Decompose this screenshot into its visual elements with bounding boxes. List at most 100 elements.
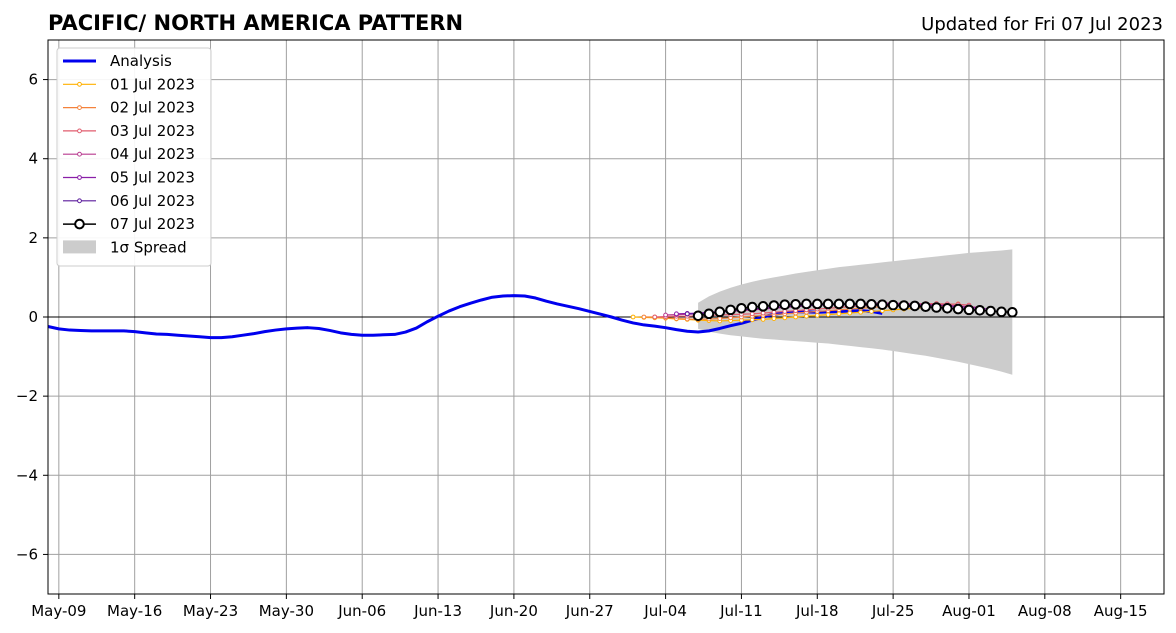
forecast-point xyxy=(952,303,964,315)
legend-item-06-jul-2023: 06 Jul 2023 xyxy=(63,192,195,210)
forecast-point xyxy=(782,315,788,321)
x-axis-ticks: May-09 May-16 May-23 May-30 Jun-06 Jun-13 Jun-… xyxy=(31,594,1148,620)
forecast-point xyxy=(811,298,823,310)
forecast-point xyxy=(985,305,996,317)
forecast-point xyxy=(858,309,864,315)
forecast-point xyxy=(746,301,758,313)
chart-title: PACIFIC/ NORTH AMERICA PATTERN xyxy=(48,11,463,35)
forecast-point xyxy=(920,301,931,313)
forecast-point xyxy=(804,313,809,319)
forecast-point xyxy=(641,314,647,320)
forecast-point xyxy=(768,300,780,311)
legend-box xyxy=(56,47,212,267)
y-tick-label: 2 xyxy=(28,229,38,247)
forecast-point xyxy=(757,301,769,312)
forecast-point xyxy=(931,302,942,313)
forecast-point xyxy=(963,304,975,316)
y-tick-label: −4 xyxy=(16,466,38,484)
x-tick-label: May-30 xyxy=(259,602,314,620)
forecast-point xyxy=(779,299,791,311)
x-tick-label: Aug-08 xyxy=(1018,602,1072,620)
forecast-point xyxy=(814,313,820,318)
forecast-point xyxy=(790,299,801,310)
x-tick-label: May-09 xyxy=(31,602,86,620)
legend-item-1-spread: 1σ Spread xyxy=(63,238,187,256)
x-tick-label: Jun-27 xyxy=(565,602,614,620)
x-tick-label: Jul-11 xyxy=(719,602,763,620)
forecast-point xyxy=(996,306,1007,318)
forecast-point xyxy=(760,316,766,322)
chart-subtitle: Updated for Fri 07 Jul 2023 xyxy=(921,14,1163,35)
forecast-point xyxy=(736,302,747,314)
x-tick-label: Jun-20 xyxy=(489,602,538,620)
forecast-point xyxy=(844,298,856,310)
forecast-point xyxy=(663,312,668,318)
legend-item-05-jul-2023: 05 Jul 2023 xyxy=(63,169,195,187)
forecast-point xyxy=(674,311,679,317)
forecast-point xyxy=(833,298,845,310)
forecast-point xyxy=(782,309,788,314)
forecast-point xyxy=(793,314,799,320)
forecast-point xyxy=(703,308,715,320)
forecast-point xyxy=(847,310,853,316)
legend-item-03-jul-2023: 03 Jul 2023 xyxy=(63,122,195,140)
forecast-point xyxy=(749,311,755,317)
forecast-point xyxy=(887,299,899,311)
x-tick-label: Jul-04 xyxy=(643,602,687,620)
legend-swatch xyxy=(63,240,96,254)
analysis-line xyxy=(47,294,883,340)
legend-label: 01 Jul 2023 xyxy=(110,75,195,93)
x-tick-label: Jul-25 xyxy=(871,602,915,620)
forecast-point xyxy=(974,304,986,316)
forecast-point xyxy=(866,299,877,310)
legend-item-07-jul-2023: 07 Jul 2023 xyxy=(63,215,195,233)
legend-item-02-jul-2023: 02 Jul 2023 xyxy=(63,99,195,117)
legend-label: Analysis xyxy=(110,52,172,70)
forecast-point xyxy=(684,311,690,317)
legend-label: 03 Jul 2023 xyxy=(110,122,195,140)
legend-label: 05 Jul 2023 xyxy=(110,169,195,187)
forecast-point xyxy=(801,298,812,310)
legend-label: 1σ Spread xyxy=(110,238,187,256)
forecast-point xyxy=(869,309,874,314)
legend-label: 02 Jul 2023 xyxy=(110,99,195,117)
legend-label: 06 Jul 2023 xyxy=(110,192,195,210)
forecast-point xyxy=(855,298,866,310)
forecast-point xyxy=(652,314,658,320)
forecast-point xyxy=(725,304,736,316)
x-tick-label: Jul-18 xyxy=(795,602,839,620)
forecast-point xyxy=(942,302,953,314)
forecast-point xyxy=(825,312,831,318)
forecast-point xyxy=(836,311,842,317)
legend-marker xyxy=(74,218,85,230)
legend-marker xyxy=(77,105,82,110)
forecast-point xyxy=(822,298,834,310)
legend-marker xyxy=(77,128,82,134)
y-tick-label: −2 xyxy=(16,387,38,405)
y-tick-label: 4 xyxy=(28,150,38,168)
legend: Analysis 01 Jul 2023 02 Jul 2023 03 Jul 202… xyxy=(56,47,212,267)
legend-marker xyxy=(77,81,82,87)
y-tick-label: 6 xyxy=(28,71,38,89)
x-tick-label: Jun-06 xyxy=(337,602,386,620)
forecast-point xyxy=(876,299,888,311)
legend-items: Analysis 01 Jul 2023 02 Jul 2023 03 Jul 202… xyxy=(63,52,195,256)
forecast-point xyxy=(630,314,636,320)
x-tick-label: May-16 xyxy=(107,602,162,620)
y-tick-label: −6 xyxy=(16,545,38,563)
forecast-point xyxy=(771,309,777,315)
forecast-point xyxy=(909,300,921,312)
y-axis-ticks: 6 4 2 0 −2 −4 −6 xyxy=(16,71,48,563)
forecast-point xyxy=(714,306,726,318)
y-tick-label: 0 xyxy=(28,308,38,326)
legend-marker xyxy=(77,198,82,204)
forecast-point xyxy=(898,300,910,311)
forecast-point xyxy=(692,310,704,322)
forecast-layer xyxy=(630,298,1018,324)
legend-marker xyxy=(77,151,82,157)
forecast-series-07-jul-2023 xyxy=(692,298,1018,322)
x-tick-label: May-23 xyxy=(183,602,238,620)
legend-item-01-jul-2023: 01 Jul 2023 xyxy=(63,75,195,93)
x-tick-label: Aug-15 xyxy=(1094,602,1148,620)
